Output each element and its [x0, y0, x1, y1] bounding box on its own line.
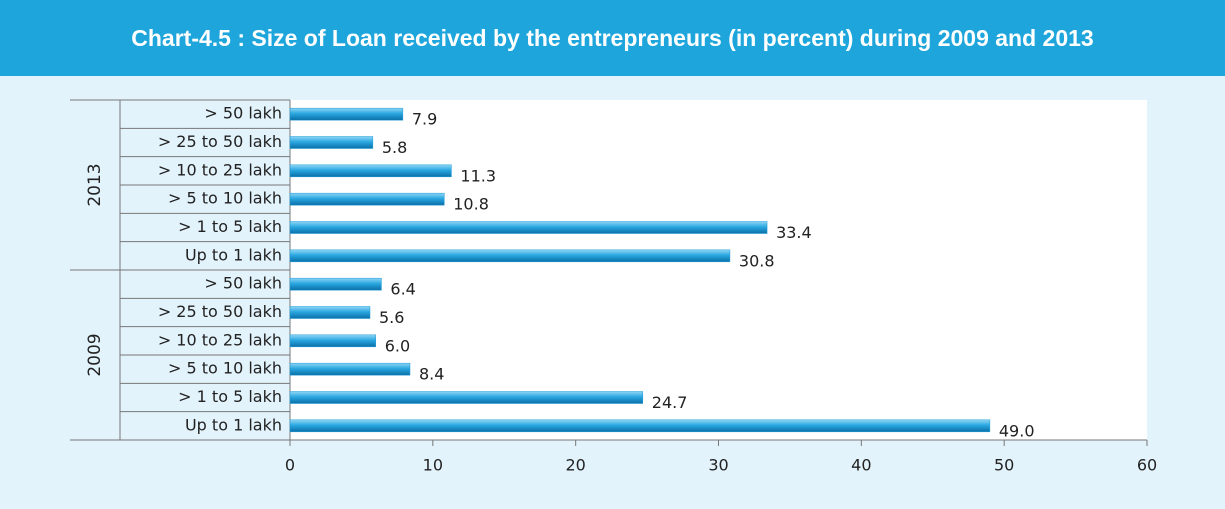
bar	[289, 221, 768, 234]
bar	[289, 362, 411, 376]
bar	[289, 249, 731, 263]
y-tick-label: > 25 to 50 lakh	[158, 132, 282, 151]
x-tick-label: 30	[708, 456, 728, 475]
y-tick-label: Up to 1 lakh	[185, 245, 282, 264]
x-tick-label: 40	[851, 456, 871, 475]
data-label: 49.0	[999, 421, 1035, 440]
data-label: 11.3	[460, 166, 496, 185]
y-tick-label: > 50 lakh	[204, 104, 282, 123]
plot-area	[290, 100, 1147, 440]
data-label: 24.7	[652, 393, 688, 412]
bar	[289, 419, 991, 433]
bar	[289, 277, 382, 291]
data-label: 6.0	[385, 336, 410, 355]
bar	[289, 391, 644, 404]
x-tick-label: 20	[565, 456, 585, 475]
y-tick-label: > 5 to 10 lakh	[168, 189, 282, 208]
y-tick-label: > 25 to 50 lakh	[158, 302, 282, 321]
x-tick-label: 10	[423, 456, 443, 475]
y-tick-label: > 1 to 5 lakh	[178, 217, 282, 236]
data-label: 6.4	[390, 280, 415, 299]
bar	[289, 136, 374, 149]
bar	[289, 107, 404, 121]
data-label: 5.6	[379, 308, 404, 327]
group-label: 2013	[85, 163, 105, 206]
group-label: 2009	[85, 333, 105, 376]
x-tick-label: 60	[1137, 456, 1157, 475]
chart: 0 10 20 30 40 50 60 > 50 lakh 7.9 > 25 to 50 lakh…	[70, 99, 1157, 475]
data-label: 7.9	[412, 110, 437, 129]
y-tick-label: > 10 to 25 lakh	[158, 330, 282, 349]
bar	[289, 164, 452, 178]
y-tick-label: Up to 1 lakh	[185, 415, 282, 434]
bar	[289, 334, 376, 348]
x-tick-label: 0	[285, 456, 295, 475]
data-label: 30.8	[739, 251, 775, 270]
data-label: 10.8	[453, 195, 489, 214]
data-label: 8.4	[419, 365, 444, 384]
data-label: 33.4	[776, 223, 812, 242]
y-tick-label: > 5 to 10 lakh	[168, 359, 282, 378]
x-tick-label: 50	[994, 456, 1014, 475]
y-tick-label: > 1 to 5 lakh	[178, 387, 282, 406]
y-tick-label: > 10 to 25 lakh	[158, 160, 282, 179]
y-tick-label: > 50 lakh	[204, 274, 282, 293]
chart-title: Chart-4.5 : Size of Loan received by the…	[0, 0, 1225, 76]
data-label: 5.8	[382, 138, 407, 157]
bar	[289, 306, 371, 319]
bar	[289, 192, 445, 206]
